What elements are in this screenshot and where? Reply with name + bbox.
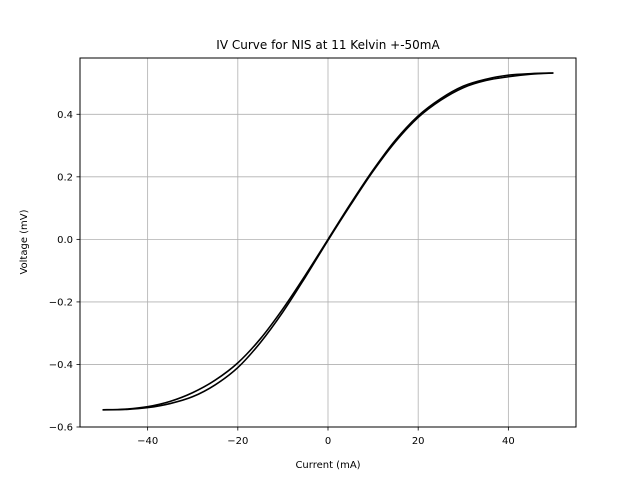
x-tick-label: 0 [325, 436, 331, 447]
x-axis-label: Current (mA) [295, 460, 360, 471]
y-axis-label: Voltage (mV) [19, 209, 30, 274]
y-tick-label: 0.2 [57, 172, 73, 183]
y-tick-label: −0.2 [49, 297, 73, 308]
y-tick-label: −0.6 [49, 423, 73, 434]
iv-sweep-line-2 [102, 72, 554, 411]
x-axis-ticks: −40 −20 0 20 40 [137, 427, 515, 447]
y-tick-label: 0.0 [57, 235, 73, 246]
y-axis-ticks: −0.6 −0.4 −0.2 0.0 0.2 0.4 [49, 110, 80, 434]
x-tick-label: 40 [502, 436, 515, 447]
y-tick-label: 0.4 [57, 110, 73, 121]
series-group [102, 72, 554, 411]
y-tick-label: −0.4 [49, 360, 73, 371]
x-tick-label: −40 [137, 436, 158, 447]
x-tick-label: −20 [227, 436, 248, 447]
chart-title: IV Curve for NIS at 11 Kelvin +-50mA [216, 38, 440, 52]
x-tick-label: 20 [412, 436, 425, 447]
